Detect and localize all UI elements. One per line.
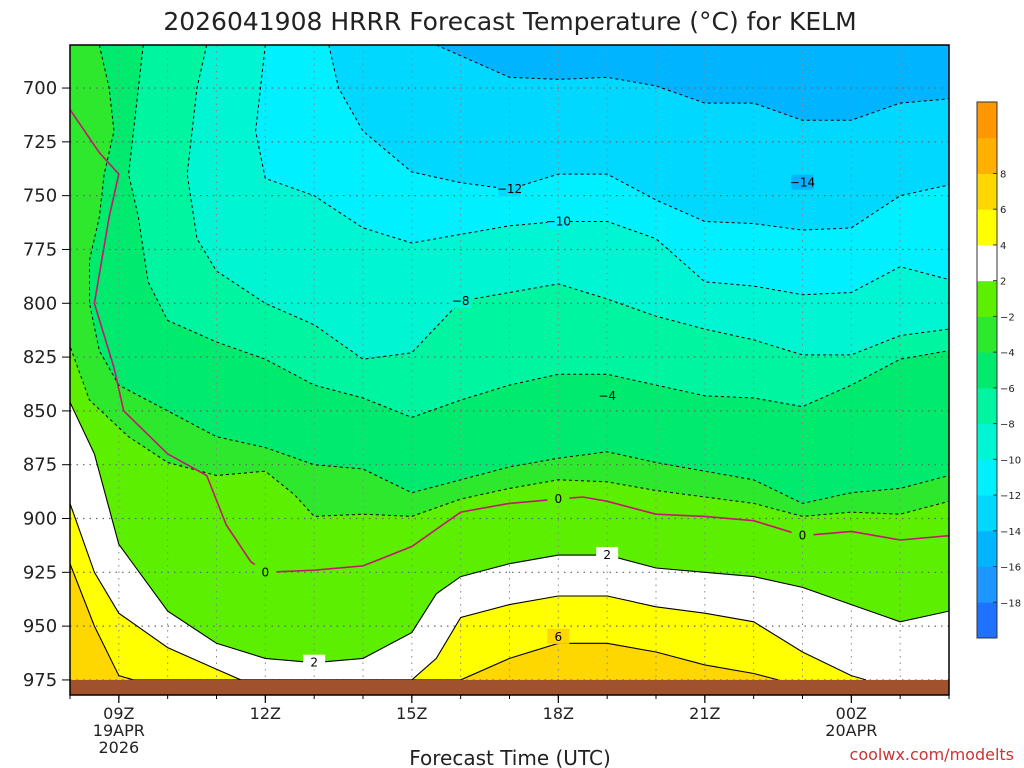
- temperature-fill-bands: [70, 45, 949, 695]
- colorbar-swatch-13: [977, 137, 997, 174]
- colorbar-label-4: 4: [1000, 241, 1006, 252]
- chart-title: 2026041908 HRRR Forecast Temperature (°C…: [163, 7, 856, 36]
- svg-text:2: 2: [603, 548, 611, 562]
- contour-label-0-1: 0: [547, 491, 570, 507]
- ytick-label-925: 925: [23, 562, 57, 583]
- colorbar-label--16: −16: [1000, 563, 1021, 574]
- ground-fill: [70, 679, 949, 695]
- xtick-label-24-1: 20APR: [825, 721, 877, 740]
- contour-label--14-0: −14: [790, 174, 815, 190]
- svg-text:0: 0: [555, 492, 563, 506]
- ytick-label-725: 725: [23, 132, 57, 153]
- colorbar-swatch-10: [977, 244, 997, 282]
- contour-label-0-2: 0: [791, 527, 814, 543]
- contour--4: [89, 45, 949, 504]
- ytick-label-900: 900: [23, 509, 57, 530]
- colorbar-label--12: −12: [1000, 491, 1021, 502]
- colorbar-label--18: −18: [1000, 598, 1021, 609]
- colorbar-label-6: 6: [1000, 205, 1006, 216]
- contour-label--8-0: −8: [449, 293, 472, 309]
- ytick-label-700: 700: [23, 78, 57, 99]
- temperature-colorbar: −18 −16 −14 −12 −10 −8 −6 −4 −2 2 4 6 8: [976, 101, 1021, 639]
- contour--6: [128, 45, 949, 418]
- ytick-label-825: 825: [23, 347, 57, 368]
- svg-text:2: 2: [310, 656, 318, 670]
- svg-text:−12: −12: [497, 182, 522, 196]
- ytick-label-875: 875: [23, 455, 57, 476]
- colorbar-swatch-2: [977, 530, 997, 568]
- credit-text: coolwx.com/modelts: [850, 745, 1014, 764]
- contour-0: [70, 109, 949, 574]
- svg-text:−4: −4: [598, 389, 616, 403]
- colorbar-label--14: −14: [1000, 527, 1021, 538]
- contour-label--10-0: −10: [546, 213, 571, 229]
- contour-label-0-0: 0: [254, 564, 277, 580]
- colorbar-label-8: 8: [1000, 169, 1006, 180]
- svg-text:6: 6: [555, 630, 563, 644]
- xtick-label-21-0: 21Z: [689, 704, 720, 723]
- ground-below-surface: [70, 679, 949, 695]
- colorbar-swatch-0: [977, 602, 997, 639]
- colorbar-swatch-5: [977, 423, 997, 460]
- ytick-label-750: 750: [23, 186, 57, 207]
- colorbar-label--4: −4: [1000, 348, 1015, 359]
- colorbar-swatch-11: [977, 209, 997, 246]
- svg-text:0: 0: [799, 529, 807, 543]
- colorbar-frame: [976, 101, 998, 639]
- svg-text:−8: −8: [452, 294, 470, 308]
- contour-label--12-0: −12: [497, 181, 522, 197]
- fill-band-4: [70, 503, 866, 695]
- xtick-label-24-0: 00Z: [836, 704, 867, 723]
- colorbar-label--8: −8: [1000, 420, 1015, 431]
- colorbar-label--6: −6: [1000, 384, 1015, 395]
- colorbar-swatch-12: [977, 173, 997, 210]
- svg-text:−14: −14: [790, 176, 815, 190]
- y-axis-pressure-ticks: 700 725 750 775 800 825 850 875 900 925 950 975: [23, 78, 70, 691]
- fill-band--2: [70, 45, 949, 695]
- contour-4: [70, 503, 867, 681]
- xtick-label-9-0: 09Z: [103, 704, 134, 723]
- contour-label-6-0: 6: [547, 628, 570, 644]
- contour--2: [70, 345, 949, 517]
- xtick-label-18-0: 18Z: [543, 704, 574, 723]
- colorbar-swatch-3: [977, 495, 997, 532]
- contour-2: [70, 402, 949, 664]
- ytick-label-775: 775: [23, 239, 57, 260]
- contour-label-2-0: 2: [303, 654, 326, 670]
- colorbar-swatch-14: [977, 102, 997, 139]
- ytick-label-975: 975: [23, 670, 57, 691]
- colorbar-label--2: −2: [1000, 312, 1015, 323]
- contour-value-labels: −14 −12 −10 −8 −4 0 0 0 2 2 6: [254, 174, 815, 670]
- colorbar-swatch-7: [977, 352, 997, 389]
- xtick-label-9-1: 19APR: [93, 721, 145, 740]
- colorbar-label-2: 2: [1000, 277, 1006, 288]
- xtick-label-15-0: 15Z: [396, 704, 427, 723]
- contour--8: [186, 45, 949, 360]
- svg-text:0: 0: [262, 565, 270, 579]
- contour--10: [255, 45, 949, 296]
- contour-6: [70, 563, 779, 681]
- contour--12: [328, 45, 949, 231]
- ytick-label-950: 950: [23, 616, 57, 637]
- temperature-contour-lines: [70, 45, 949, 681]
- contour--14: [436, 45, 949, 121]
- ytick-label-850: 850: [23, 401, 57, 422]
- ytick-label-800: 800: [23, 293, 57, 314]
- contour-label--4-0: −4: [596, 387, 619, 403]
- colorbar-swatch-9: [977, 280, 997, 317]
- colorbar-swatch-8: [977, 316, 997, 353]
- fill-band-6: [70, 563, 779, 695]
- contour-label-2-1: 2: [596, 547, 619, 563]
- colorbar-swatch-1: [977, 566, 997, 603]
- xtick-label-9-2: 2026: [98, 738, 139, 757]
- colorbar-label--10: −10: [1000, 455, 1021, 466]
- svg-text:−10: −10: [546, 214, 571, 228]
- xtick-label-12-0: 12Z: [250, 704, 281, 723]
- x-axis-label: Forecast Time (UTC): [409, 746, 611, 768]
- colorbar-swatch-6: [977, 387, 997, 425]
- colorbar-swatch-4: [977, 459, 997, 496]
